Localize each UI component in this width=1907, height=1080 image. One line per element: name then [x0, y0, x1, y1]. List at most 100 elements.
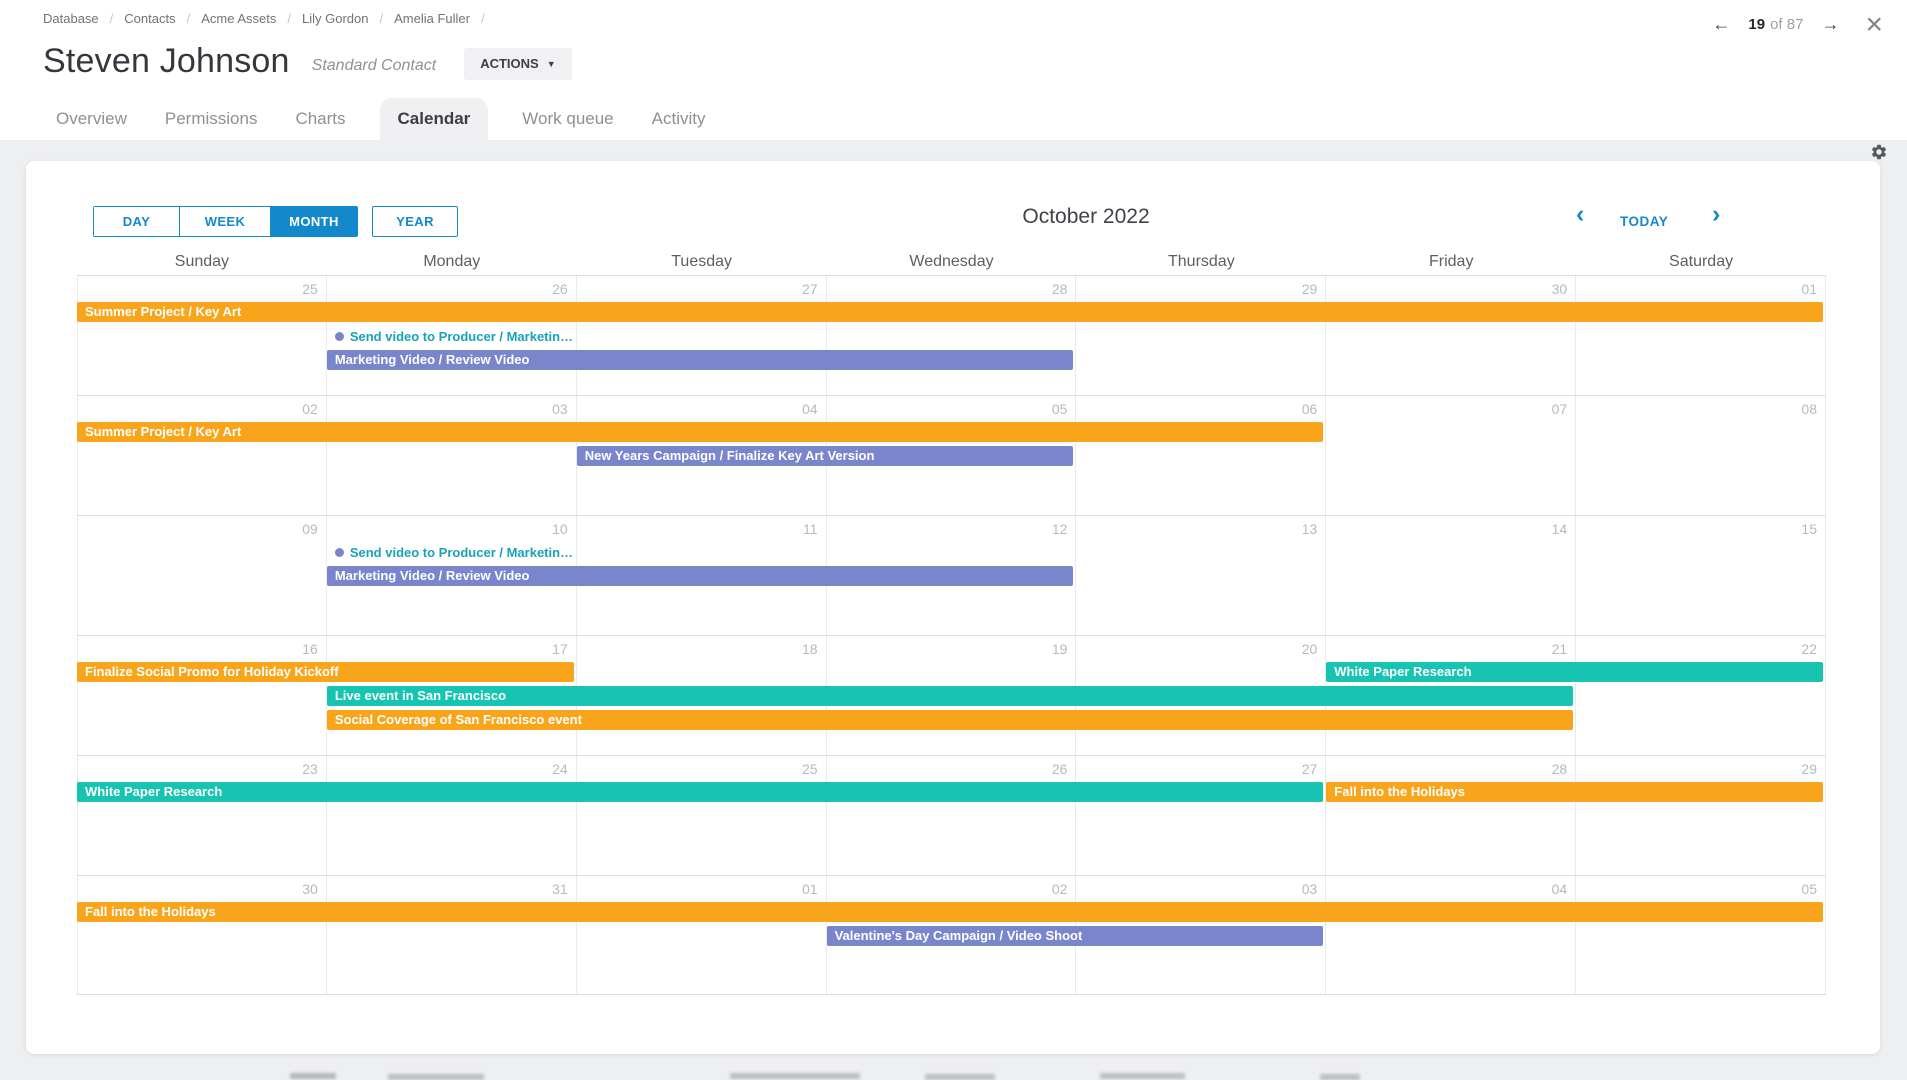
day-cell[interactable]: 25	[577, 756, 827, 875]
breadcrumb-item-database[interactable]: Database	[43, 11, 99, 26]
date-label: 17	[552, 641, 568, 657]
day-cell[interactable]: 03	[327, 396, 577, 515]
event-label: Send video to Producer / Marketin…	[349, 544, 574, 560]
day-cell[interactable]: 29	[1076, 276, 1327, 395]
event-dot-item[interactable]: Send video to Producer / Marketin…	[327, 326, 574, 346]
date-label: 09	[302, 521, 318, 537]
day-cell[interactable]: 26	[827, 756, 1077, 875]
day-cell[interactable]: 12	[827, 516, 1077, 635]
event-bar[interactable]: Fall into the Holidays	[1326, 782, 1823, 802]
event-bar[interactable]: Marketing Video / Review Video	[326, 350, 1074, 370]
day-cell[interactable]: 13	[1076, 516, 1327, 635]
app-header: Database / Contacts / Acme Assets / Lily…	[0, 0, 1907, 140]
event-dot-item[interactable]: Send video to Producer / Marketin…	[327, 542, 574, 562]
day-cell[interactable]: 16	[77, 636, 327, 755]
breadcrumb-separator: /	[186, 11, 191, 26]
day-cell[interactable]: 24	[327, 756, 577, 875]
tab-permissions[interactable]: Permissions	[164, 109, 258, 128]
chevron-right-icon[interactable]: ›	[1706, 199, 1726, 230]
date-label: 30	[1551, 281, 1568, 297]
background-artifact	[925, 1074, 995, 1080]
calendar-week-row: 23 24 25 26 27 28 29 White Paper Research Fall i…	[77, 755, 1826, 875]
day-cell[interactable]: 30	[1326, 276, 1577, 395]
day-cell[interactable]: 04	[1326, 876, 1577, 994]
date-label: 04	[801, 401, 818, 417]
day-cell[interactable]: 15	[1576, 516, 1826, 635]
day-cell[interactable]: 22	[1576, 636, 1826, 755]
day-cell[interactable]: 08	[1576, 396, 1826, 515]
background-artifact	[290, 1073, 336, 1079]
breadcrumb-item-contacts[interactable]: Contacts	[124, 11, 176, 26]
day-cell[interactable]: 31	[327, 876, 577, 994]
date-label: 14	[1551, 521, 1568, 537]
previous-record-button[interactable]: ←	[1704, 10, 1738, 39]
day-cell[interactable]: 28	[1326, 756, 1577, 875]
date-label: 08	[1801, 401, 1817, 417]
event-bar[interactable]: Finalize Social Promo for Holiday Kickof…	[77, 662, 574, 682]
record-pager: ← 19 of 87 → ×	[1704, 9, 1893, 39]
view-year-button[interactable]: YEAR	[372, 206, 458, 237]
day-cell[interactable]: 05	[1576, 876, 1826, 994]
day-cell[interactable]: 25	[77, 276, 327, 395]
breadcrumb-item-lily-gordon[interactable]: Lily Gordon	[301, 11, 369, 26]
day-cell[interactable]: 29	[1576, 756, 1826, 875]
day-cell[interactable]: 26	[327, 276, 577, 395]
day-cell[interactable]: 30	[77, 876, 327, 994]
view-day-button[interactable]: DAY	[94, 207, 179, 236]
breadcrumb-item-amelia-fuller[interactable]: Amelia Fuller	[394, 11, 470, 26]
caret-down-icon: ▼	[546, 58, 556, 69]
day-cell[interactable]: 01	[577, 876, 827, 994]
day-cell[interactable]: 14	[1326, 516, 1577, 635]
close-icon[interactable]: ×	[1855, 9, 1893, 39]
day-cell[interactable]: 07	[1326, 396, 1577, 515]
event-bar[interactable]: Social Coverage of San Francisco event	[326, 710, 1574, 730]
day-cell[interactable]: 28	[827, 276, 1077, 395]
day-cell[interactable]: 23	[77, 756, 327, 875]
record-count: 19 of 87	[1748, 16, 1804, 33]
today-button[interactable]: TODAY	[1614, 206, 1674, 237]
day-cell[interactable]: 06	[1076, 396, 1327, 515]
breadcrumb-separator: /	[109, 11, 114, 26]
chevron-left-icon[interactable]: ‹	[1570, 199, 1590, 230]
date-label: 12	[1051, 521, 1068, 537]
event-bar[interactable]: Summer Project / Key Art	[77, 302, 1823, 322]
background-artifact	[388, 1074, 484, 1080]
event-bar[interactable]: Summer Project / Key Art	[77, 422, 1324, 442]
day-cell[interactable]: 02	[77, 396, 327, 515]
event-bar[interactable]: White Paper Research	[1326, 662, 1823, 682]
day-cell[interactable]: 21	[1326, 636, 1577, 755]
contact-type-label: Standard Contact	[311, 56, 437, 74]
actions-button[interactable]: ACTIONS ▼	[464, 47, 572, 80]
tab-work-queue[interactable]: Work queue	[522, 109, 614, 128]
day-cell[interactable]: 01	[1576, 276, 1826, 395]
date-label: 10	[552, 521, 568, 537]
date-label: 26	[552, 281, 568, 297]
tab-activity[interactable]: Activity	[651, 109, 706, 128]
event-bar[interactable]: Valentine's Day Campaign / Video Shoot	[826, 926, 1324, 946]
event-bar[interactable]: White Paper Research	[77, 782, 1324, 802]
day-cell[interactable]: 27	[577, 276, 827, 395]
breadcrumb-separator: /	[480, 11, 485, 26]
breadcrumb-item-acme-assets[interactable]: Acme Assets	[201, 11, 277, 26]
next-record-button[interactable]: →	[1813, 10, 1847, 39]
tab-charts[interactable]: Charts	[295, 109, 346, 128]
tab-calendar[interactable]: Calendar	[379, 98, 489, 140]
event-bar[interactable]: New Years Campaign / Finalize Key Art Ve…	[576, 446, 1074, 466]
calendar-week-row: 09 10 11 12 13 14 15 Send video to Producer / M…	[77, 515, 1826, 635]
date-label: 20	[1301, 641, 1318, 657]
day-cell[interactable]: 27	[1076, 756, 1327, 875]
day-cell[interactable]: 09	[77, 516, 327, 635]
event-bar[interactable]: Live event in San Francisco	[326, 686, 1574, 706]
view-week-button[interactable]: WEEK	[179, 207, 270, 236]
settings-button[interactable]	[1868, 142, 1890, 164]
date-label: 05	[1051, 401, 1068, 417]
date-label: 15	[1801, 521, 1817, 537]
day-cell[interactable]: 03	[1076, 876, 1327, 994]
view-month-button[interactable]: MONTH	[270, 207, 357, 236]
weekday-header: Friday	[1428, 253, 1474, 270]
view-switcher: DAY WEEK MONTH	[93, 206, 358, 237]
tab-overview[interactable]: Overview	[56, 109, 127, 128]
event-bar[interactable]: Fall into the Holidays	[77, 902, 1823, 922]
event-bar[interactable]: Marketing Video / Review Video	[326, 566, 1074, 586]
day-cell[interactable]: 05	[827, 396, 1077, 515]
